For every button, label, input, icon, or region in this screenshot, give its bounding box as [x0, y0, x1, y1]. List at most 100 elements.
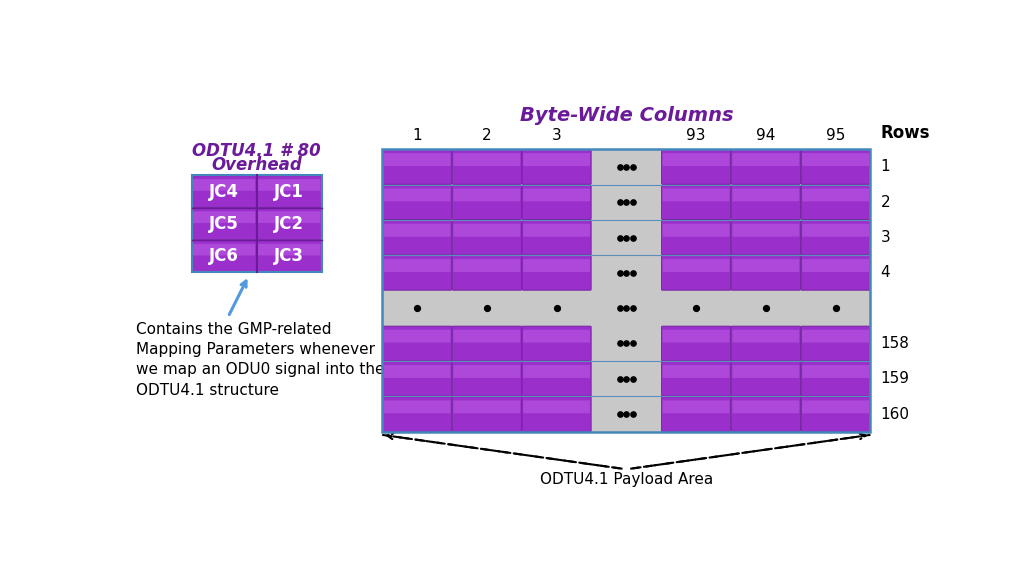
FancyBboxPatch shape: [801, 150, 870, 184]
Text: Overhead: Overhead: [211, 156, 302, 174]
FancyBboxPatch shape: [453, 397, 521, 431]
FancyBboxPatch shape: [384, 329, 451, 343]
FancyBboxPatch shape: [522, 185, 591, 219]
FancyBboxPatch shape: [191, 176, 256, 207]
Text: JC1: JC1: [274, 183, 304, 200]
FancyBboxPatch shape: [662, 326, 731, 361]
Text: 159: 159: [881, 372, 909, 386]
FancyBboxPatch shape: [801, 326, 870, 361]
Text: 93: 93: [686, 128, 706, 143]
Text: 95: 95: [826, 128, 845, 143]
FancyBboxPatch shape: [453, 326, 521, 361]
Text: 4: 4: [881, 266, 890, 281]
Text: 160: 160: [881, 407, 909, 422]
FancyBboxPatch shape: [801, 362, 870, 396]
FancyBboxPatch shape: [663, 400, 729, 413]
FancyBboxPatch shape: [383, 397, 452, 431]
Text: JC6: JC6: [209, 247, 239, 265]
FancyBboxPatch shape: [258, 179, 321, 191]
FancyBboxPatch shape: [732, 153, 800, 166]
FancyBboxPatch shape: [801, 220, 870, 255]
FancyBboxPatch shape: [523, 259, 590, 272]
FancyBboxPatch shape: [663, 365, 729, 378]
FancyBboxPatch shape: [732, 259, 800, 272]
FancyBboxPatch shape: [523, 365, 590, 378]
FancyBboxPatch shape: [384, 188, 451, 202]
FancyBboxPatch shape: [663, 188, 729, 202]
FancyBboxPatch shape: [454, 365, 520, 378]
FancyBboxPatch shape: [801, 185, 870, 219]
FancyBboxPatch shape: [523, 188, 590, 202]
FancyBboxPatch shape: [522, 150, 591, 184]
FancyBboxPatch shape: [383, 220, 452, 255]
FancyBboxPatch shape: [257, 240, 322, 272]
FancyBboxPatch shape: [522, 397, 591, 431]
FancyBboxPatch shape: [523, 400, 590, 413]
FancyBboxPatch shape: [731, 256, 801, 290]
FancyBboxPatch shape: [802, 153, 869, 166]
Text: Byte-Wide Columns: Byte-Wide Columns: [519, 105, 733, 124]
FancyBboxPatch shape: [731, 185, 801, 219]
FancyBboxPatch shape: [662, 397, 731, 431]
FancyBboxPatch shape: [732, 400, 800, 413]
FancyBboxPatch shape: [453, 185, 521, 219]
FancyBboxPatch shape: [384, 400, 451, 413]
FancyBboxPatch shape: [453, 256, 521, 290]
FancyBboxPatch shape: [454, 329, 520, 343]
FancyBboxPatch shape: [191, 240, 256, 272]
FancyBboxPatch shape: [453, 362, 521, 396]
Text: JC3: JC3: [274, 247, 304, 265]
FancyBboxPatch shape: [802, 224, 869, 237]
FancyBboxPatch shape: [802, 365, 869, 378]
Bar: [592, 149, 662, 432]
Bar: [191, 175, 322, 272]
Text: ODTU4.1 Payload Area: ODTU4.1 Payload Area: [540, 472, 713, 487]
Text: 3: 3: [552, 128, 561, 143]
FancyBboxPatch shape: [523, 153, 590, 166]
FancyBboxPatch shape: [523, 224, 590, 237]
FancyBboxPatch shape: [258, 244, 321, 255]
Text: ODTU4.1 # 80: ODTU4.1 # 80: [193, 142, 322, 160]
FancyBboxPatch shape: [453, 220, 521, 255]
Text: 158: 158: [881, 336, 909, 351]
FancyBboxPatch shape: [454, 259, 520, 272]
FancyBboxPatch shape: [523, 329, 590, 343]
FancyBboxPatch shape: [383, 256, 452, 290]
FancyBboxPatch shape: [384, 365, 451, 378]
FancyBboxPatch shape: [193, 211, 255, 223]
FancyBboxPatch shape: [662, 362, 731, 396]
FancyBboxPatch shape: [662, 185, 731, 219]
FancyBboxPatch shape: [732, 365, 800, 378]
FancyBboxPatch shape: [383, 362, 452, 396]
FancyBboxPatch shape: [731, 220, 801, 255]
Text: 3: 3: [881, 230, 890, 245]
Text: JC2: JC2: [274, 215, 304, 233]
FancyBboxPatch shape: [383, 185, 452, 219]
FancyBboxPatch shape: [384, 153, 451, 166]
FancyBboxPatch shape: [731, 397, 801, 431]
FancyBboxPatch shape: [801, 397, 870, 431]
FancyBboxPatch shape: [522, 362, 591, 396]
Text: JC5: JC5: [209, 215, 239, 233]
FancyBboxPatch shape: [663, 224, 729, 237]
FancyBboxPatch shape: [732, 224, 800, 237]
Text: Rows: Rows: [881, 123, 930, 142]
FancyBboxPatch shape: [662, 150, 731, 184]
FancyBboxPatch shape: [454, 153, 520, 166]
FancyBboxPatch shape: [662, 220, 731, 255]
FancyBboxPatch shape: [802, 259, 869, 272]
FancyBboxPatch shape: [383, 326, 452, 361]
FancyBboxPatch shape: [522, 326, 591, 361]
Text: 94: 94: [756, 128, 775, 143]
FancyBboxPatch shape: [383, 150, 452, 184]
Text: 1: 1: [413, 128, 422, 143]
Text: 2: 2: [881, 195, 890, 210]
FancyBboxPatch shape: [522, 256, 591, 290]
FancyBboxPatch shape: [454, 188, 520, 202]
FancyBboxPatch shape: [663, 153, 729, 166]
Text: Contains the GMP-related
Mapping Parameters whenever
we map an ODU0 signal into : Contains the GMP-related Mapping Paramet…: [136, 321, 384, 398]
FancyBboxPatch shape: [662, 256, 731, 290]
FancyBboxPatch shape: [191, 208, 256, 240]
Bar: [382, 149, 870, 432]
Text: 2: 2: [482, 128, 492, 143]
